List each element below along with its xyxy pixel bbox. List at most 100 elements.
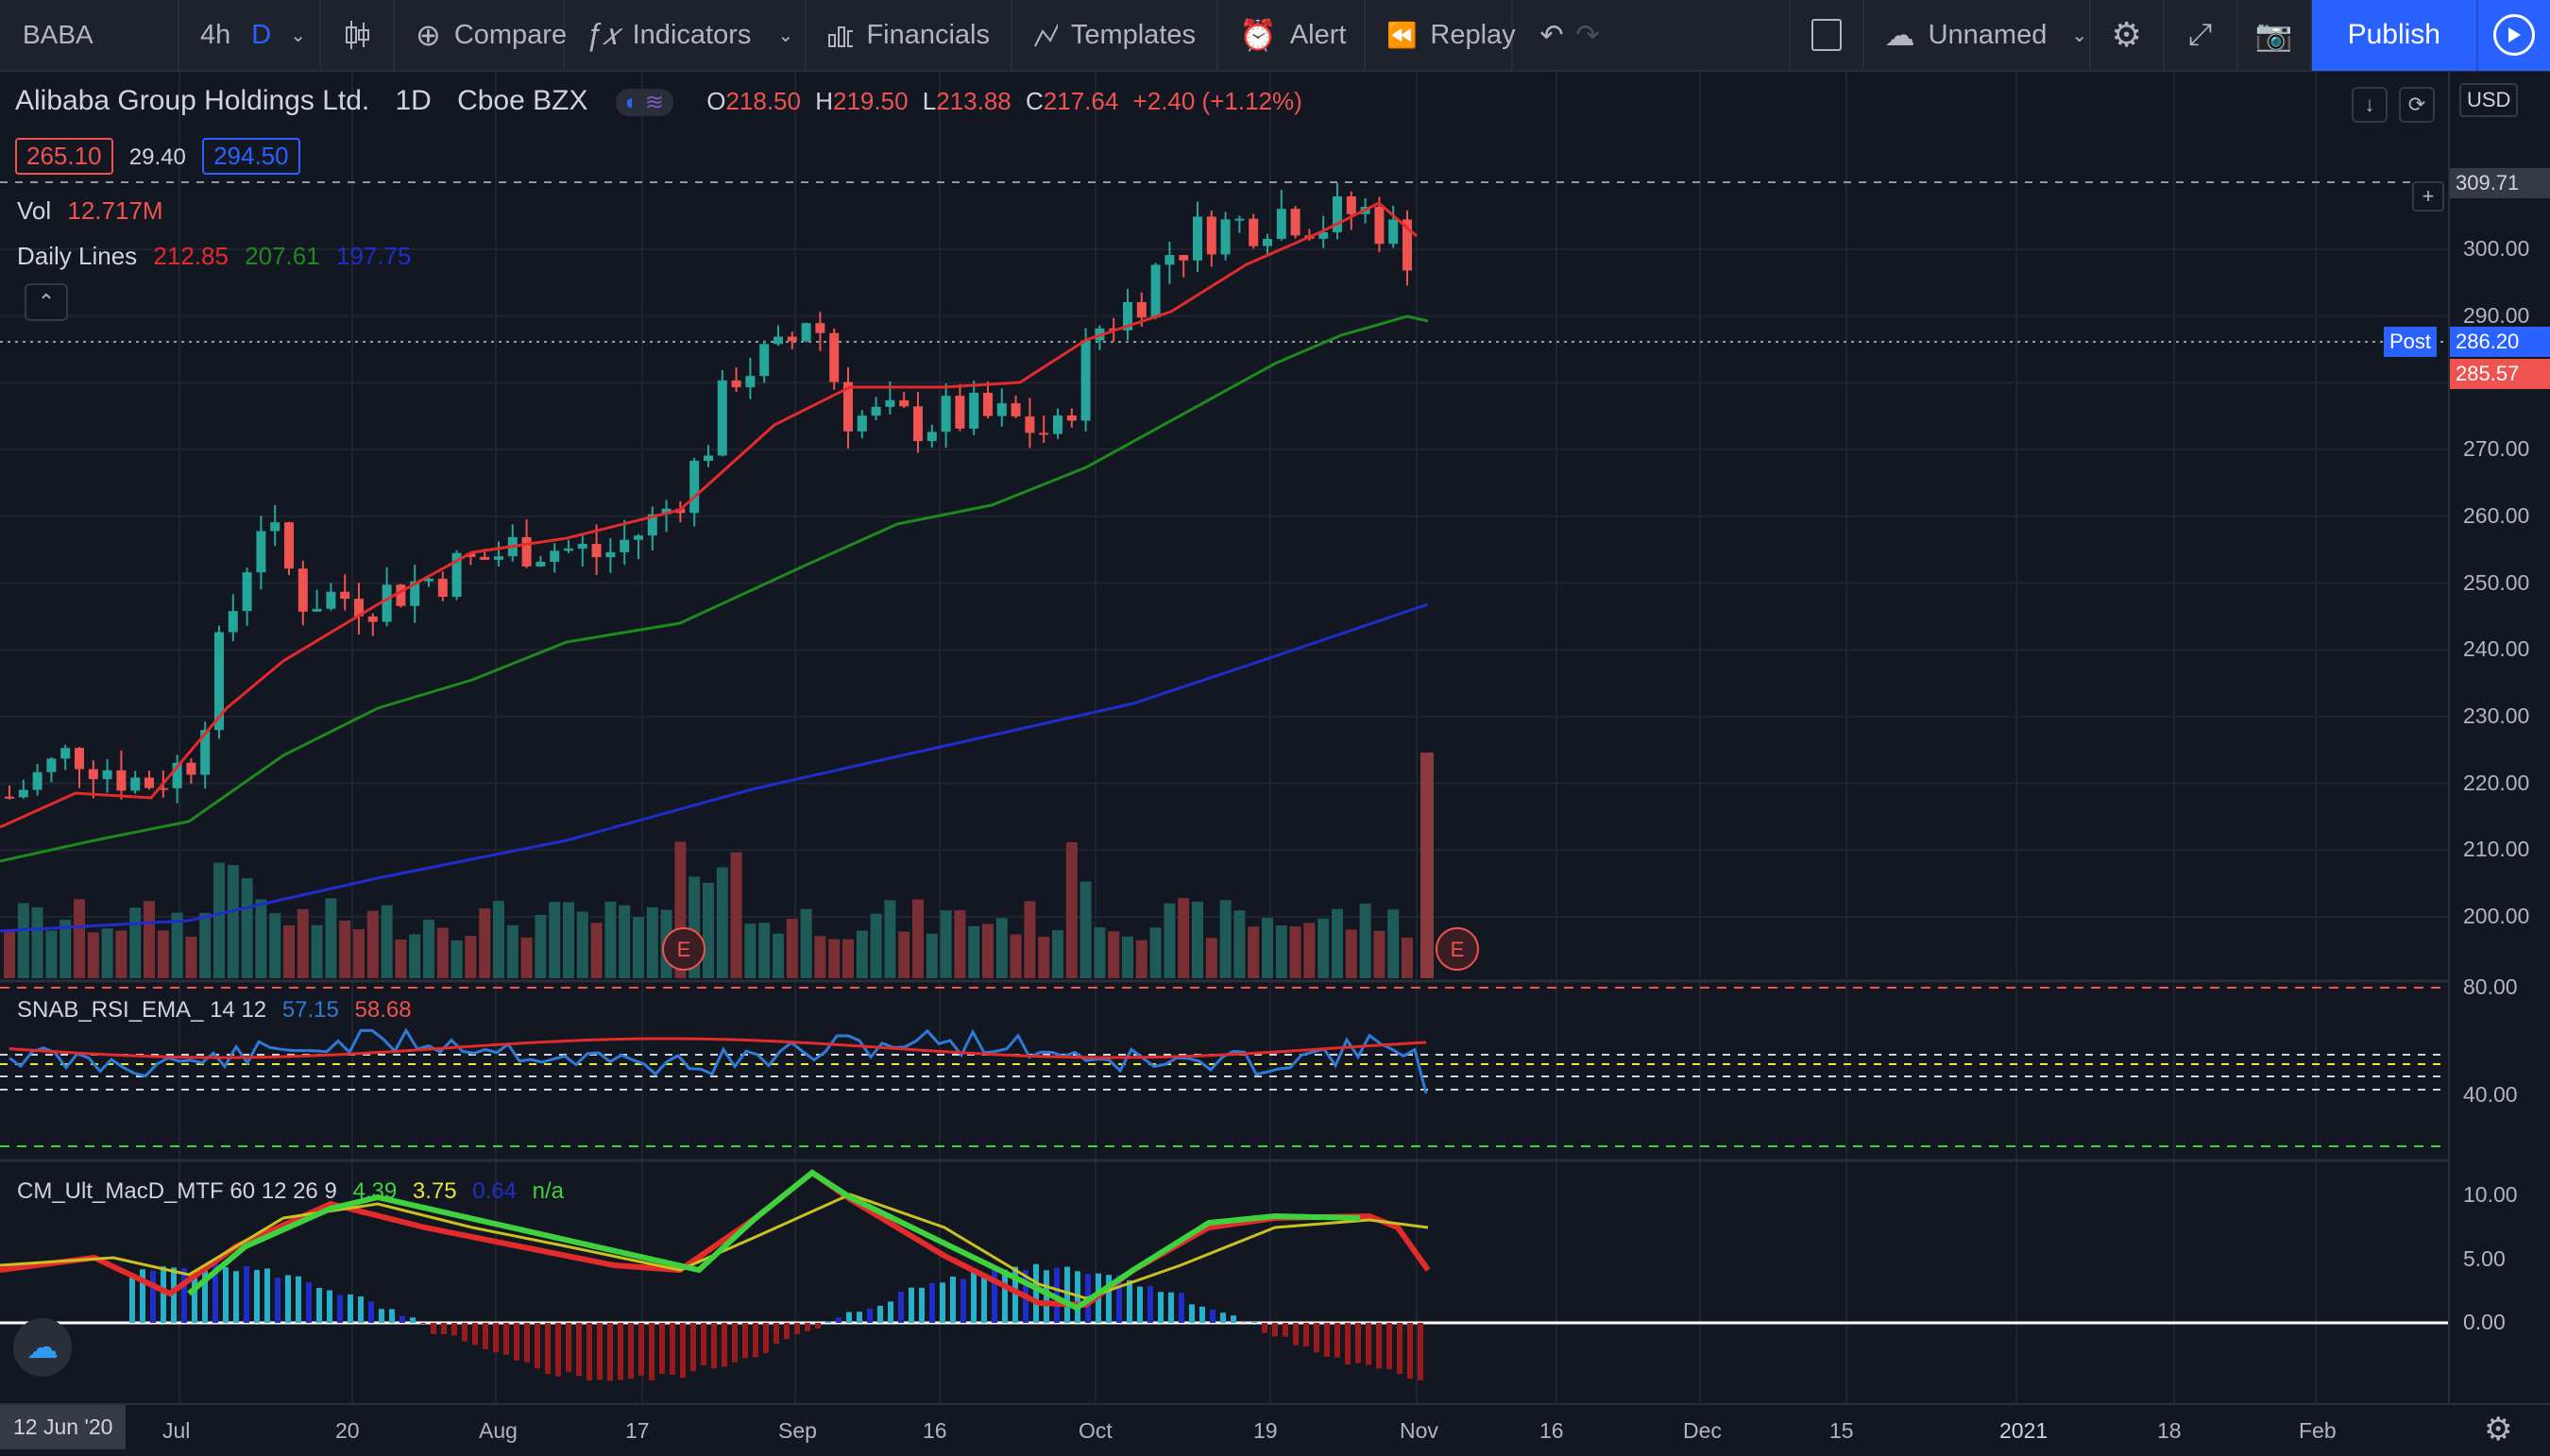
time-tick-label: 16 [1539,1418,1564,1443]
download-button[interactable]: ↓ [2352,87,2388,123]
settings-button[interactable]: ⚙ [2091,0,2165,71]
volume-bar [800,908,812,978]
redo-icon[interactable]: ↷ [1575,19,1600,51]
candle-body [1318,231,1329,239]
macd-histogram-bar [514,1323,519,1361]
candle-body [1402,219,1412,271]
play-icon [2493,14,2535,56]
candle-body [1025,416,1035,433]
volume-bar [1149,927,1162,978]
macd-histogram-bar [950,1276,956,1323]
candle-body [270,522,280,532]
financials-button[interactable]: Financials [807,0,1012,71]
indicators-button[interactable]: ƒ𝑥 Indicators ⌄ [565,0,807,71]
candle-body [550,550,560,563]
volume-bar [633,917,644,978]
macd-histogram-bar [1418,1323,1423,1380]
play-button[interactable] [2476,0,2550,71]
alert-button[interactable]: ⏰ Alert [1218,0,1366,71]
price-tick-label: 290.00 [2463,302,2530,328]
candle-body [815,323,825,333]
macd-v3: 0.64 [472,1178,517,1204]
financials-label: Financials [866,19,990,50]
cloud-logo-icon: ☁ [26,1329,59,1365]
rsi-legend: SNAB_RSI_EMA_ 14 12 57.15 58.68 [17,997,412,1024]
volume-bar [1387,909,1400,978]
earnings-marker[interactable]: E [662,927,706,971]
time-tick-label: 17 [625,1418,650,1443]
reset-scale-button[interactable]: ⟳ [2399,87,2435,123]
candle-body [564,548,573,551]
volume-bar [311,924,323,978]
tradingview-logo[interactable]: ☁ [13,1318,72,1377]
volume-bar [1080,881,1092,978]
interval-d[interactable]: D [251,19,272,50]
candle-body [1249,218,1259,246]
macd-v1: 4.39 [352,1178,398,1204]
add-alert-button[interactable]: + [2412,181,2444,212]
compare-button[interactable]: ⊕ Compare [395,0,567,71]
time-axis[interactable]: 12 Jun '20 ⚙ Jul 20 Aug 17 Sep 16 Oct 19 Nov 16 De… [0,1403,2550,1456]
volume-bar [87,932,99,978]
currency-selector[interactable]: USD [2459,83,2519,117]
chevron-down-icon[interactable]: ⌄ [290,25,306,46]
undo-icon[interactable]: ↶ [1539,19,1564,51]
templates-button[interactable]: Templates [1012,0,1218,71]
publish-button[interactable]: Publish [2311,0,2476,71]
time-tick-label: 2021 [1999,1418,2048,1443]
price-axis[interactable]: USD 300.00290.00280.00270.00260.00250.00… [2448,72,2550,1403]
replay-button[interactable]: ⏪ Replay [1366,0,1516,71]
templates-icon [1034,24,1058,47]
ask-button[interactable]: 294.50 [202,138,300,175]
chevron-down-icon[interactable]: ⌄ [777,25,794,46]
fullscreen-layout-button[interactable] [1788,0,1864,71]
macd-histogram-bar [483,1323,488,1349]
candle-body [774,336,783,345]
macd-v2: 3.75 [412,1178,457,1204]
candle-body [885,399,895,407]
interval-selector[interactable]: 4h D ⌄ [179,0,321,71]
candle-body [661,508,672,515]
chart-style-button[interactable] [321,0,395,71]
volume-bar [1332,908,1343,978]
symbol-search[interactable]: BABA [0,0,179,71]
collapse-legend-button[interactable]: ⌃ [25,283,68,321]
candle-body [172,762,182,788]
candle-body [340,591,350,600]
volume-label: Vol [17,196,52,225]
fullscreen-button[interactable]: ⤢ [2165,0,2238,71]
volume-bar [828,939,841,978]
macd-tick-label: 0.00 [2463,1310,2506,1334]
earnings-label: E [1451,938,1465,961]
rsi-ema-line [8,1037,1427,1059]
volume-bar [940,910,952,978]
symbol-label: BABA [23,20,94,49]
volume-bar [255,899,267,978]
time-tick-label: 20 [335,1418,360,1443]
volume-bar [1219,900,1232,978]
volume-bar [549,902,561,978]
candle-body [1388,219,1399,245]
macd-histogram-bar [753,1323,758,1358]
earnings-marker[interactable]: E [1436,927,1479,971]
bid-button[interactable]: 265.10 [15,138,113,175]
macd-histogram-bar [1137,1286,1143,1323]
gear-icon[interactable]: ⚙ [2484,1412,2513,1448]
candle-body [745,376,756,388]
market-status-badge[interactable]: ◐ ≋ [615,89,673,116]
candle-body [1123,301,1132,330]
macd-histogram-bar [607,1323,613,1381]
square-icon [1810,19,1842,51]
candle-body [634,535,643,540]
candle-body [144,777,154,788]
macd-histogram-bar [1283,1323,1288,1337]
alarm-clock-icon: ⏰ [1239,18,1277,52]
close-label: C [1026,87,1044,115]
chevron-down-icon[interactable]: ⌄ [2071,25,2088,46]
candle-body [996,403,1007,416]
layout-name-button[interactable]: ☁ Unnamed ⌄ [1864,0,2091,71]
interval-4h[interactable]: 4h [200,19,231,50]
volume-bar [870,913,882,978]
snapshot-button[interactable]: 📷 [2238,0,2312,71]
